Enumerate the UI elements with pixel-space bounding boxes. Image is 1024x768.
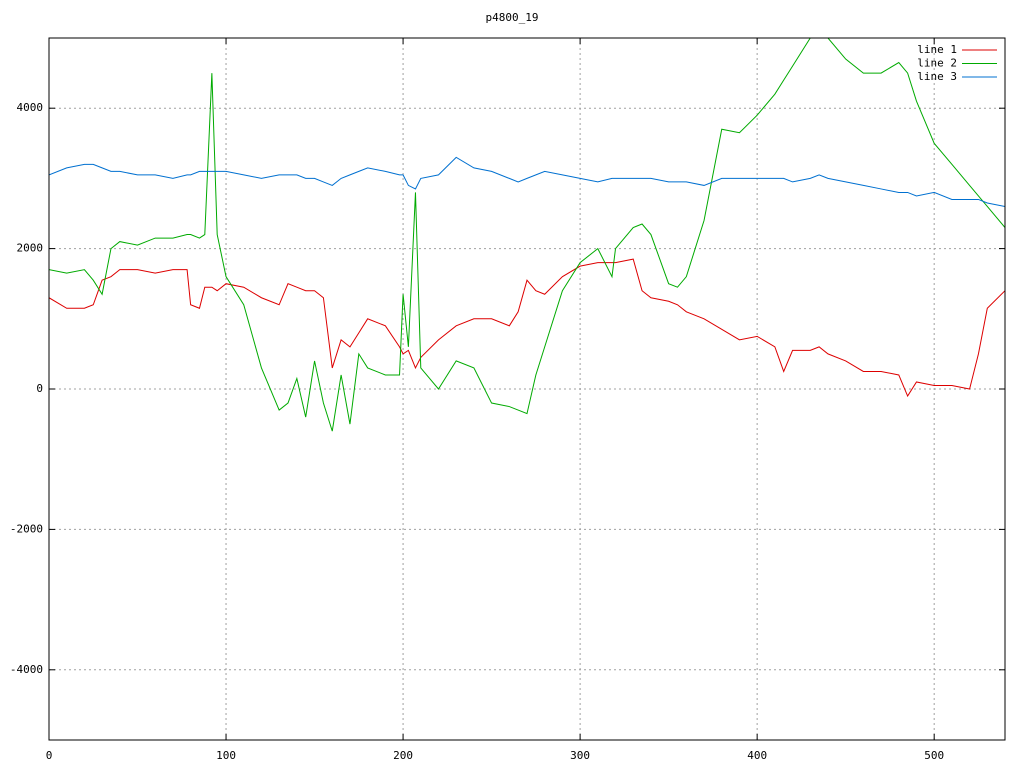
chart-title: p4800_19 — [486, 11, 539, 24]
x-tick-label: 200 — [393, 749, 413, 762]
grid — [48, 38, 1005, 740]
x-tick-label: 300 — [570, 749, 590, 762]
legend-label: line 1 — [917, 43, 957, 56]
y-tick-label: 4000 — [17, 101, 44, 114]
data-line — [49, 258, 1005, 398]
x-tick-label: 100 — [216, 749, 236, 762]
y-tick-label: -2000 — [10, 522, 43, 535]
x-tick-label: 500 — [924, 749, 944, 762]
data-line — [49, 156, 1005, 207]
plot-frame — [48, 37, 1006, 741]
x-tick-label: 0 — [46, 749, 53, 762]
data-line — [49, 38, 1005, 432]
y-tick-label: -4000 — [10, 663, 43, 676]
legend-label: line 3 — [917, 70, 957, 83]
plot-area — [49, 38, 1005, 432]
x-tick-label: 400 — [747, 749, 767, 762]
y-tick-label: 0 — [36, 382, 43, 395]
y-tick-label: 2000 — [17, 242, 44, 255]
legend-label: line 2 — [917, 57, 957, 70]
